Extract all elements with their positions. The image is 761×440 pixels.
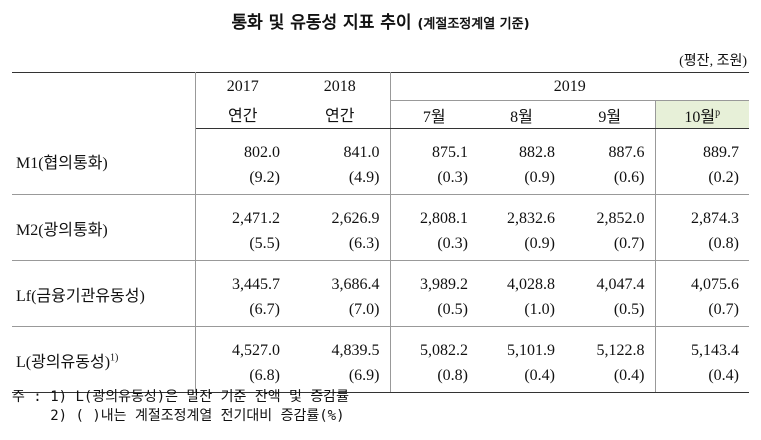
title-text: 통화 및 유동성 지표 추이 [231, 13, 412, 33]
value: 4,047.4 [596, 276, 645, 293]
change-row: (6.7) (7.0) (0.5) (1.0) (0.5) (0.7) [12, 294, 749, 327]
period: 10월p [654, 100, 749, 129]
table: 2017 2018 2019 연간 연간 7월 8월 9월 10월p M1(협의통화) 802.0 8… [12, 72, 749, 393]
period-label: 8월 [510, 108, 533, 126]
change: (9.2) [195, 162, 290, 195]
value: 5,101.9 [507, 342, 555, 359]
note-prefix: 주 : [12, 389, 42, 405]
change: (0.7) [654, 294, 749, 327]
period: 7월 [390, 100, 478, 129]
value: 2,852.0 [596, 210, 645, 227]
data-row: L(광의유동성)1) 4,527.0 4,839.5 5,082.2 5,101.9 5,… [12, 326, 749, 393]
period-label: 10월 [684, 108, 716, 126]
period-label: 연간 [325, 108, 355, 126]
value: 2,471.2 [232, 210, 280, 227]
period-label: 연간 [228, 108, 258, 126]
value: 4,527.0 [232, 342, 280, 359]
data-row: M1(협의통화) 802.0 841.0 875.1 882.8 887.6 889.7 [12, 128, 749, 195]
value: 2,832.6 [507, 210, 555, 227]
data-row: Lf(금융기관유동성) 3,445.7 3,686.4 3,989.2 4,028.8 4… [12, 260, 749, 327]
corner [12, 72, 196, 129]
change: (6.9) [290, 360, 391, 393]
note: 주 : 1) L(광의유동성)은 말잔 기준 잔액 및 증감률 [12, 388, 349, 407]
value: 3,686.4 [290, 260, 391, 294]
row-label-text: L(광의유동성) [16, 353, 111, 371]
year: 2019 [390, 72, 749, 101]
change-row: (6.8) (6.9) (0.8) (0.4) (0.4) (0.4) [12, 360, 749, 393]
header-row: 연간 연간 7월 8월 9월 10월p [12, 100, 749, 129]
change: (0.9) [478, 228, 565, 261]
value: 5,122.8 [596, 342, 645, 359]
period-label: 7월 [422, 108, 446, 126]
header-row: 2017 2018 2019 [12, 72, 749, 129]
row-label: L(광의유동성)1) [12, 326, 196, 393]
subtitle: (계절조정계열 기준) [417, 17, 530, 32]
row-label-text: Lf(금융기관유동성) [16, 287, 145, 305]
row-label-text: M1(협의통화) [16, 155, 108, 173]
value: 841.0 [290, 128, 391, 162]
value: 2,874.3 [654, 194, 749, 228]
row-label-mark: 1) [110, 352, 119, 364]
change: (0.5) [565, 294, 655, 327]
value: 4,028.8 [507, 276, 555, 293]
change-row: (9.2) (4.9) (0.3) (0.9) (0.6) (0.2) [12, 162, 749, 195]
period: 9월 [565, 100, 655, 129]
change: (7.0) [290, 294, 391, 327]
period: 연간 [290, 100, 391, 129]
change: (6.8) [195, 360, 290, 393]
value: 3,445.7 [232, 276, 280, 293]
value: 889.7 [654, 128, 749, 162]
value: 802.0 [244, 144, 280, 161]
change: (4.9) [290, 162, 391, 195]
value: 2,626.9 [290, 194, 391, 228]
year: 2018 [290, 72, 391, 101]
row-label: Lf(금융기관유동성) [12, 260, 196, 327]
period: 8월 [478, 100, 565, 129]
note-text: 1) L(광의유동성)은 말잔 기준 잔액 및 증감률 [50, 389, 349, 405]
change: (0.8) [654, 228, 749, 261]
period: 연간 [195, 100, 290, 129]
value: 2,808.1 [420, 210, 468, 227]
period-mark: p [715, 107, 721, 119]
row-label-text: M2(광의통화) [16, 221, 108, 239]
change: (1.0) [478, 294, 565, 327]
value: 882.8 [519, 144, 555, 161]
change: (0.7) [565, 228, 655, 261]
year: 2017 [195, 72, 290, 101]
change: (0.4) [565, 360, 655, 393]
note-text: 2) ( )내는 계절조정계열 전기대비 증감률(%) [50, 408, 345, 424]
change: (0.9) [478, 162, 565, 195]
change: (0.4) [478, 360, 565, 393]
value: 4,075.6 [654, 260, 749, 294]
value: 3,989.2 [420, 276, 468, 293]
value: 5,082.2 [420, 342, 468, 359]
note: 주 : 2) ( )내는 계절조정계열 전기대비 증감률(%) [12, 407, 349, 426]
value: 875.1 [432, 144, 468, 161]
change: (0.3) [390, 228, 478, 261]
unit: (평잔, 조원) [679, 54, 747, 69]
row-label: M2(광의통화) [12, 194, 196, 261]
value: 5,143.4 [654, 326, 749, 360]
change: (0.4) [654, 360, 749, 393]
period-label: 9월 [598, 108, 622, 126]
change: (6.3) [290, 228, 391, 261]
value: 887.6 [608, 144, 645, 161]
change-row: (5.5) (6.3) (0.3) (0.9) (0.7) (0.8) [12, 228, 749, 261]
title: 통화 및 유동성 지표 추이 (계절조정계열 기준) [0, 8, 761, 33]
change: (0.6) [565, 162, 655, 195]
change: (0.3) [390, 162, 478, 195]
notes: 주 : 1) L(광의유동성)은 말잔 기준 잔액 및 증감률주 : 2) ( … [12, 388, 349, 426]
change: (5.5) [195, 228, 290, 261]
row-label: M1(협의통화) [12, 128, 196, 195]
change: (0.2) [654, 162, 749, 195]
change: (0.5) [390, 294, 478, 327]
value: 4,839.5 [290, 326, 391, 360]
change: (6.7) [195, 294, 290, 327]
change: (0.8) [390, 360, 478, 393]
data-row: M2(광의통화) 2,471.2 2,626.9 2,808.1 2,832.6 2,85… [12, 194, 749, 261]
